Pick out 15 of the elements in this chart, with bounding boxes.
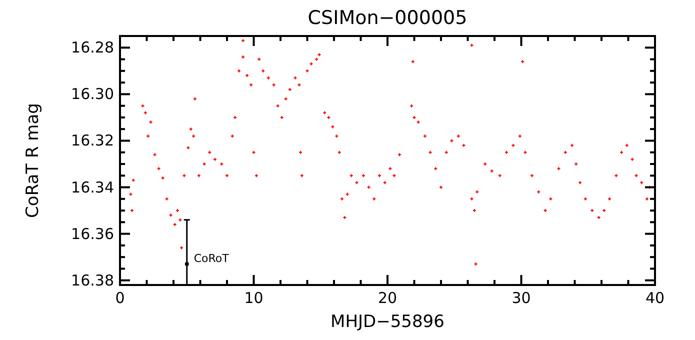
y-tick-label: 16.30	[71, 85, 114, 104]
y-axis-title: CoRaT R mag	[23, 103, 43, 218]
x-tick-label: 40	[645, 289, 665, 307]
y-tick-label: 16.36	[71, 224, 114, 243]
y-tick-label: 16.34	[71, 178, 114, 196]
x-tick-label: 0	[115, 289, 125, 307]
chart-title: CSIMon−000005	[308, 7, 468, 29]
x-tick-label: 30	[512, 289, 531, 307]
y-tick-label: 16.28	[71, 38, 114, 57]
x-axis-title: MHJD−55896	[330, 312, 444, 332]
x-tick-label: 10	[244, 289, 264, 307]
annotation: CoRoT	[194, 252, 230, 266]
y-tick-label: 16.38	[71, 271, 114, 290]
x-tick-label: 20	[378, 289, 398, 307]
y-tick-label: 16.32	[71, 132, 114, 150]
